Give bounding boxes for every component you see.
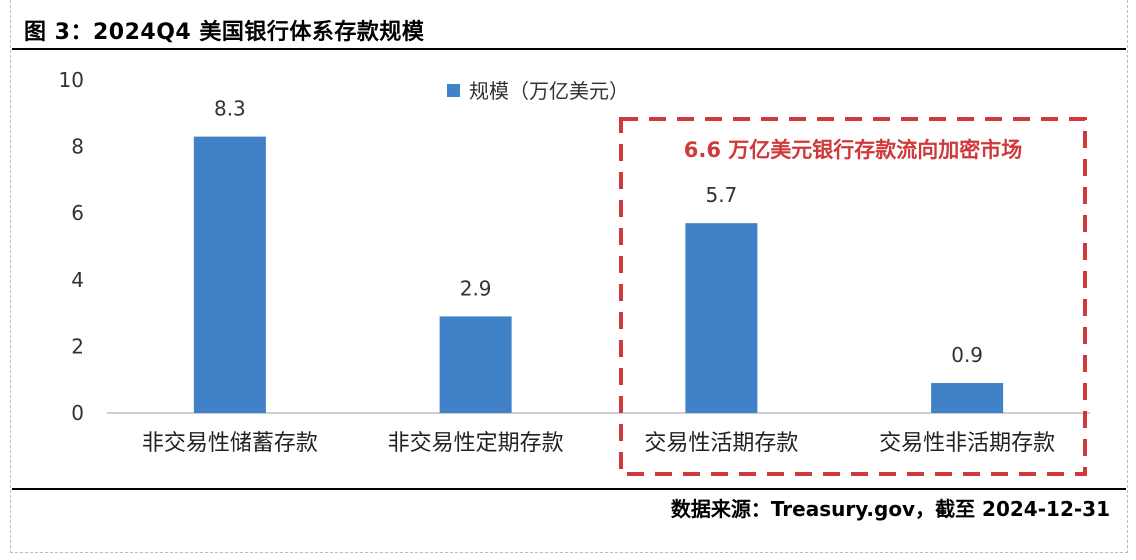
source-note: 数据来源：Treasury.gov，截至 2024-12-31 [670,497,1110,521]
legend-swatch [447,84,460,97]
annotation-dashed-box [619,117,1087,476]
bar [439,316,512,413]
title-rule [12,48,1126,50]
bar-value-label: 2.9 [460,276,492,300]
bar-value-label: 5.7 [705,183,737,207]
y-tick-label: 10 [59,68,84,92]
category-label: 非交易性定期存款 [388,431,564,456]
annotation: 6.6 万亿美元银行存款流向加密市场 [619,117,1087,476]
bar [193,136,266,414]
value-labels: 8.3 2.9 5.7 0.9 [214,97,983,367]
legend: 规模（万亿美元） [447,79,629,103]
y-tick-label: 6 [71,201,84,225]
y-tick-label: 8 [71,135,84,159]
legend-label: 规模（万亿美元） [469,79,629,103]
category-label: 非交易性储蓄存款 [142,431,318,456]
y-tick-label: 0 [71,401,84,425]
figure-title: 图 3：2024Q4 美国银行体系存款规模 [24,20,425,45]
source-rule [12,488,1126,490]
bar [931,383,1004,413]
category-label: 交易性活期存款 [644,431,798,456]
bars [193,136,1004,414]
bar-value-label: 0.9 [951,343,983,367]
bar-value-label: 8.3 [214,97,246,121]
y-tick-label: 2 [71,334,84,358]
y-tick-label: 4 [71,268,84,292]
category-label: 交易性非活期存款 [879,431,1055,456]
annotation-text: 6.6 万亿美元银行存款流向加密市场 [684,138,1023,162]
category-labels: 非交易性储蓄存款 非交易性定期存款 交易性活期存款 交易性非活期存款 [142,431,1055,456]
y-axis: 0 2 4 6 8 10 [59,68,84,425]
bar [685,223,758,413]
figure-frame [10,0,1128,553]
